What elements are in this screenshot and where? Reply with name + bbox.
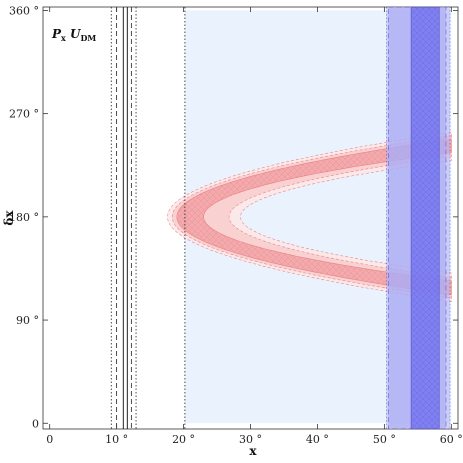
annotation-main: P	[51, 27, 62, 41]
annotation-second-sub: DM	[80, 33, 96, 43]
x-tick-label: 0	[46, 433, 53, 446]
vertical-bound-lines	[110, 7, 186, 429]
panel-annotation: Px UDM	[51, 27, 96, 43]
annotation-second: U	[70, 27, 82, 41]
y-tick-label: 0	[32, 417, 39, 430]
red-band-3sigma	[167, 131, 452, 303]
y-tick-label: 270 °	[9, 108, 39, 121]
x-tick-label: 30 °	[239, 433, 262, 446]
blue-band-hatch	[411, 7, 440, 429]
red-band-2sigma	[171, 135, 452, 299]
x-tick-label: 20 °	[172, 433, 195, 446]
x-tick-label: 10 °	[105, 433, 128, 446]
plot-area	[110, 7, 452, 429]
x-axis-title: x	[249, 444, 257, 458]
y-tick-label: 180 °	[9, 211, 39, 224]
y-tick-label: 90 °	[16, 314, 39, 327]
y-tick-label: 360 °	[9, 4, 39, 17]
annotation-main-sub: x	[61, 33, 66, 43]
y-axis: 0 90 ° 180 ° 270 ° 360 °	[9, 4, 458, 430]
x-tick-label: 50 °	[373, 433, 396, 446]
x-tick-label: 60 °	[440, 433, 463, 446]
y-axis-title: δx	[2, 210, 16, 226]
blue-confidence-bands	[385, 7, 451, 429]
x-tick-label: 40 °	[306, 433, 329, 446]
x-axis: 0 10 ° 20 ° 30 ° 40 ° 50 ° 60 °	[46, 7, 463, 446]
